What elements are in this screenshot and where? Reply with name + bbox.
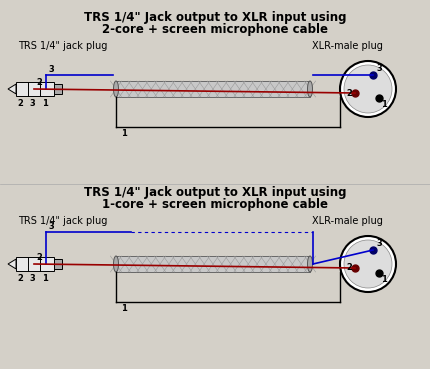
Text: TRS 1/4" jack plug: TRS 1/4" jack plug xyxy=(18,41,108,51)
Text: 2: 2 xyxy=(36,253,42,262)
Text: 3: 3 xyxy=(48,65,54,74)
Text: 3: 3 xyxy=(29,99,35,108)
Text: XLR-male plug: XLR-male plug xyxy=(312,41,383,51)
Ellipse shape xyxy=(114,256,119,272)
Text: 1: 1 xyxy=(42,274,48,283)
Circle shape xyxy=(344,65,392,113)
Text: 3: 3 xyxy=(48,222,54,231)
Text: 3: 3 xyxy=(376,239,382,248)
Text: TRS 1/4" jack plug: TRS 1/4" jack plug xyxy=(18,216,108,226)
Text: 2: 2 xyxy=(17,99,23,108)
Bar xyxy=(54,84,62,94)
Polygon shape xyxy=(8,259,16,269)
Circle shape xyxy=(340,61,396,117)
Text: 2: 2 xyxy=(346,263,352,272)
Text: 1: 1 xyxy=(42,99,48,108)
Circle shape xyxy=(344,240,392,288)
Text: 2: 2 xyxy=(36,78,42,87)
Text: TRS 1/4" Jack output to XLR input using: TRS 1/4" Jack output to XLR input using xyxy=(84,186,346,199)
Ellipse shape xyxy=(307,81,313,97)
Text: 2-core + screen microphone cable: 2-core + screen microphone cable xyxy=(102,23,328,36)
Ellipse shape xyxy=(307,256,313,272)
Text: 3: 3 xyxy=(29,274,35,283)
Text: 1: 1 xyxy=(121,129,127,138)
Text: 1: 1 xyxy=(381,100,387,109)
Bar xyxy=(54,259,62,269)
Text: 1: 1 xyxy=(381,275,387,284)
Text: 2: 2 xyxy=(17,274,23,283)
Text: 2: 2 xyxy=(346,89,352,97)
Text: 3: 3 xyxy=(376,64,382,73)
Text: XLR-male plug: XLR-male plug xyxy=(312,216,383,226)
Circle shape xyxy=(340,236,396,292)
Bar xyxy=(116,81,310,97)
Text: 1-core + screen microphone cable: 1-core + screen microphone cable xyxy=(102,198,328,211)
Text: TRS 1/4" Jack output to XLR input using: TRS 1/4" Jack output to XLR input using xyxy=(84,11,346,24)
Polygon shape xyxy=(8,84,16,94)
Ellipse shape xyxy=(114,81,119,97)
Bar xyxy=(116,256,310,272)
Bar xyxy=(16,257,54,271)
Text: 1: 1 xyxy=(121,304,127,313)
Bar xyxy=(16,82,54,96)
